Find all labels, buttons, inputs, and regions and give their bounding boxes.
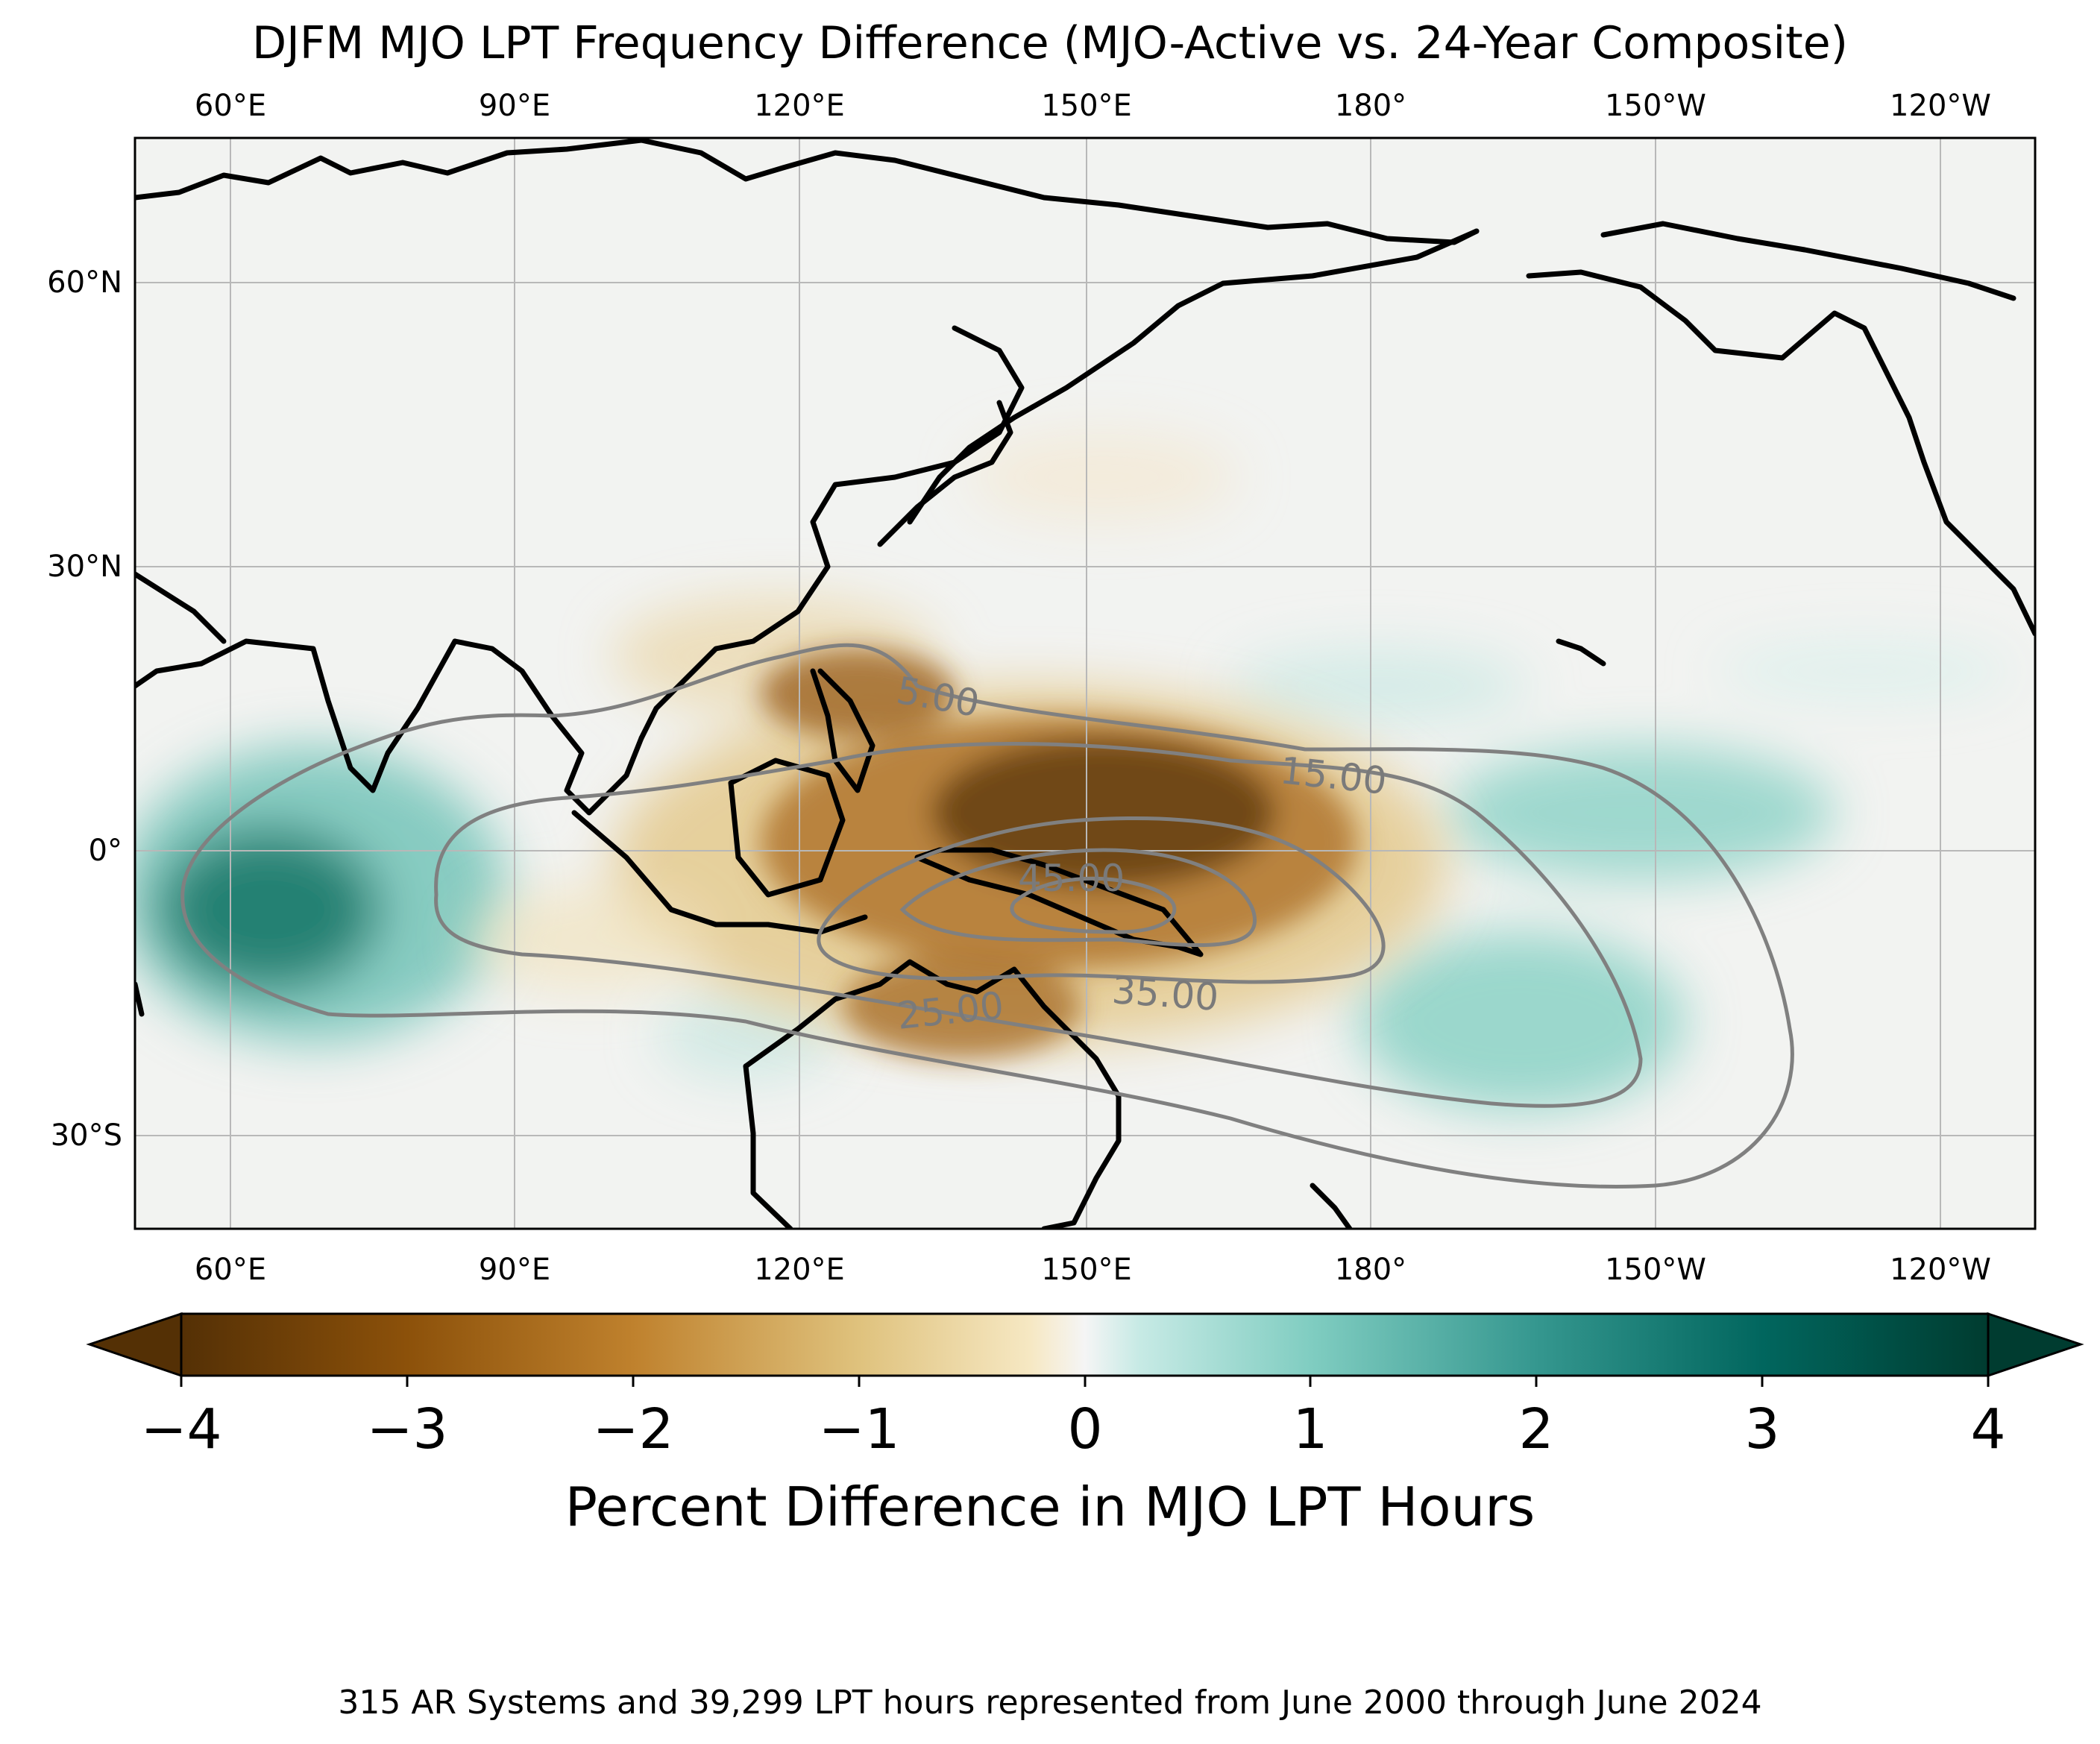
colorbar-tick: 1 [1292,1397,1328,1461]
lon-tick-bottom: 120°E [754,1253,845,1287]
colorbar-tick: 4 [1970,1397,2006,1461]
lat-tick: 30°S [50,1118,122,1153]
colorbar-tick: 3 [1744,1397,1780,1461]
map-title: DJFM MJO LPT Frequency Difference (MJO-A… [251,17,1849,69]
lon-tick-bottom: 150°W [1605,1253,1706,1287]
lon-tick-top: 120°E [754,89,845,123]
colorbar-gradient [180,1312,1990,1377]
lon-tick-bottom: 60°E [194,1253,267,1287]
colorbar-extend-right [1987,1312,2084,1378]
lat-tick: 60°N [47,265,122,300]
contour-5 [180,643,1794,1189]
colorbar-extend-left [86,1312,183,1378]
colorbar-tick: −3 [366,1397,448,1461]
map-frame [133,136,2037,1230]
contour-45 [1010,876,1177,934]
colorbar-tick: −1 [818,1397,900,1461]
lon-tick-top: 120°W [1890,89,1991,123]
contours [180,643,1794,1189]
lat-tick: 0° [88,834,122,868]
contour-15 [434,742,1643,1108]
lon-tick-top: 90°E [478,89,551,123]
contour-25 [817,816,1386,984]
colorbar-tick: 0 [1067,1397,1103,1461]
lon-tick-top: 60°E [194,89,267,123]
colorbar-tick: −4 [140,1397,222,1461]
contour-35 [899,848,1257,948]
colorbar-tick: −2 [592,1397,674,1461]
colorbar [86,1312,2084,1387]
lon-tick-top: 150°W [1605,89,1706,123]
colorbar-label: Percent Difference in MJO LPT Hours [565,1476,1535,1538]
lon-tick-bottom: 90°E [478,1253,551,1287]
caption: 315 AR Systems and 39,299 LPT hours repr… [338,1684,1762,1722]
contour-label: 35.00 [1110,969,1220,1019]
contour-label: 45.00 [1018,857,1125,900]
colorbar-tick: 2 [1518,1397,1554,1461]
lat-tick: 30°N [47,550,122,584]
lon-tick-top: 150°E [1041,89,1132,123]
lon-tick-bottom: 180° [1334,1253,1407,1287]
lon-tick-bottom: 150°E [1041,1253,1132,1287]
lon-tick-top: 180° [1334,89,1407,123]
lon-tick-bottom: 120°W [1890,1253,1991,1287]
